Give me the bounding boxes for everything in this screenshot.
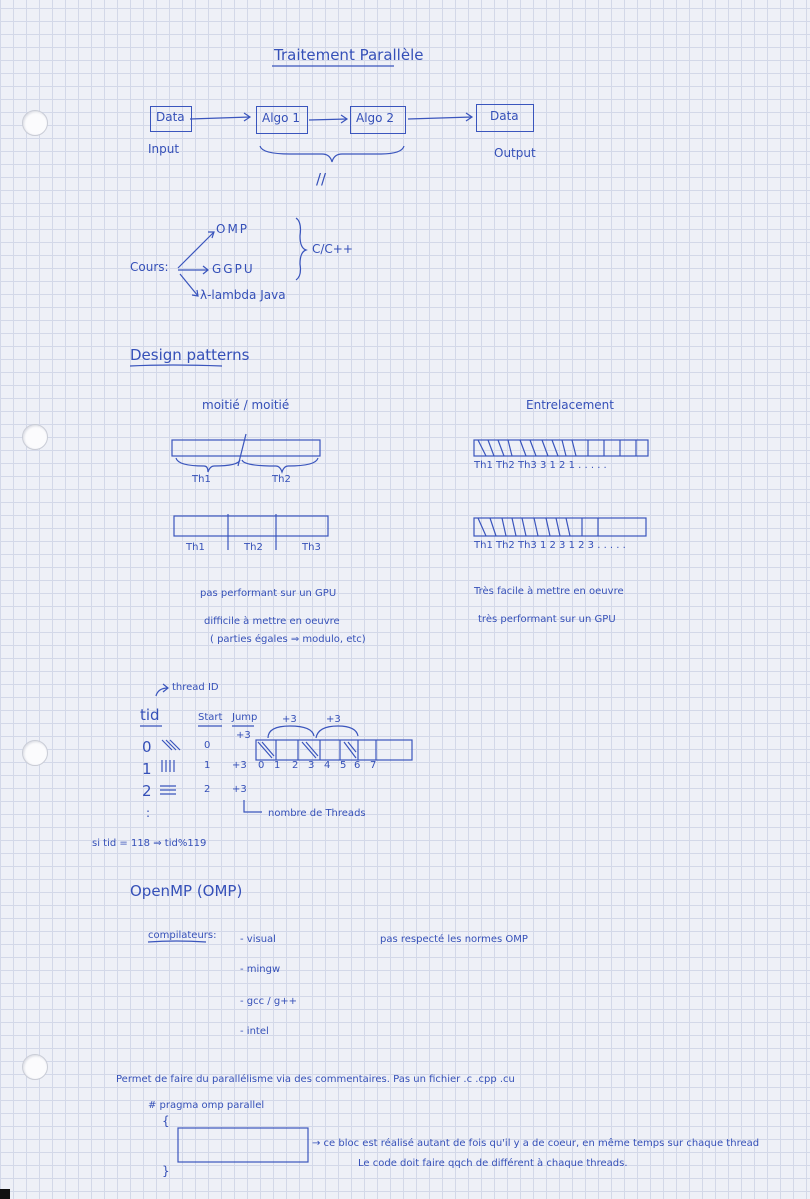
col-jump: Jump: [232, 712, 258, 723]
pipeline-data-out-label: Data: [490, 109, 519, 123]
left-note-1: pas performant sur un GPU: [200, 588, 337, 599]
pipeline-data-out-box: [476, 104, 534, 132]
page-title: Traitement Parallèle: [274, 46, 424, 64]
parallel-mark: //: [316, 170, 327, 188]
pipeline-algo1-box: [256, 106, 308, 134]
left-bar2-th1: Th1: [186, 542, 205, 553]
course-label: Cours:: [130, 260, 169, 274]
index-0: 0: [258, 760, 265, 771]
row-1-start: 1: [204, 760, 211, 771]
compiler-gcc: - gcc / g++: [240, 996, 297, 1007]
left-bar2-th3: Th3: [302, 542, 321, 553]
open-brace: {: [162, 1114, 170, 1128]
jump-label-1: +3: [282, 714, 297, 725]
compiler-mingw: - mingw: [240, 964, 281, 975]
compiler-intel: - intel: [240, 1026, 269, 1037]
course-gpu: GGPU: [212, 262, 255, 276]
thread-id-note: thread ID: [172, 682, 219, 693]
left-note-3: ( parties égales ⇒ modulo, etc): [210, 634, 366, 645]
interleave-row1-labels: Th1 Th2 Th3 3 1 2 1 . . . . .: [474, 460, 607, 471]
pipeline-algo2-label: Algo 2: [356, 111, 394, 125]
index-1: 1: [274, 760, 281, 771]
vertical-dots: :: [146, 806, 151, 820]
left-bar2-th2: Th2: [244, 542, 263, 553]
pipeline-input-label: Input: [148, 142, 180, 156]
openmp-heading: OpenMP (OMP): [130, 882, 243, 900]
row-2-jump: +3: [232, 784, 247, 795]
row-0-start: 0: [204, 740, 211, 751]
left-th1-label: Th1: [192, 474, 211, 485]
norm-note: pas respecté les normes OMP: [380, 934, 528, 945]
binder-hole-3: [22, 740, 48, 766]
index-6: 6: [354, 760, 361, 771]
close-brace: }: [162, 1164, 170, 1178]
right-note-1: Très facile à mettre en oeuvre: [474, 586, 624, 597]
right-note-2: très performant sur un GPU: [478, 614, 616, 625]
pattern-left-title: moitié / moitié: [202, 398, 290, 412]
left-note-2: difficile à mettre en oeuvre: [204, 616, 340, 627]
pipeline-algo1-label: Algo 1: [262, 111, 300, 125]
pipeline-data-in-box: [150, 106, 192, 132]
row-2-start: 2: [204, 784, 211, 795]
row-2-tid: 2: [142, 782, 152, 800]
design-patterns-heading: Design patterns: [130, 346, 250, 364]
binder-hole-4: [22, 1054, 48, 1080]
index-3: 3: [308, 760, 315, 771]
interleave-row2-labels: Th1 Th2 Th3 1 2 3 1 2 3 . . . . .: [474, 540, 626, 551]
tid-formula: si tid = 118 ⇒ tid%119: [92, 838, 207, 849]
block-note-1: → ce bloc est réalisé autant de fois qu'…: [312, 1138, 760, 1149]
compiler-visual: - visual: [240, 934, 276, 945]
col-start: Start: [198, 712, 223, 723]
col-tid: tid: [140, 706, 160, 724]
course-c-cpp: C/C++: [312, 242, 353, 256]
pipeline-output-label: Output: [494, 146, 536, 160]
compilers-label: compilateurs:: [148, 930, 217, 941]
binder-hole-2: [22, 424, 48, 450]
corner-mark: [0, 1189, 10, 1199]
binder-hole-1: [22, 110, 48, 136]
block-note-2: Le code doit faire qqch de différent à c…: [358, 1158, 628, 1169]
jump-label-2: +3: [326, 714, 341, 725]
course-lambda: λ-lambda Java: [200, 288, 286, 302]
row-0-tid: 0: [142, 738, 152, 756]
course-omp: OMP: [216, 222, 250, 236]
left-th2-label: Th2: [272, 474, 291, 485]
row-1-jump: +3: [232, 760, 247, 771]
nb-threads-note: nombre de Threads: [268, 808, 366, 819]
index-4: 4: [324, 760, 331, 771]
pipeline-data-in-label: Data: [156, 110, 185, 124]
pattern-right-title: Entrelacement: [526, 398, 614, 412]
parallelism-line: Permet de faire du parallélisme via des …: [116, 1074, 515, 1085]
index-2: 2: [292, 760, 299, 771]
row-1-tid: 1: [142, 760, 152, 778]
row-0-jump: +3: [236, 730, 251, 741]
index-5: 5: [340, 760, 347, 771]
pragma-line: # pragma omp parallel: [148, 1100, 265, 1111]
index-7: 7: [370, 760, 377, 771]
pipeline-algo2-box: [350, 106, 406, 134]
